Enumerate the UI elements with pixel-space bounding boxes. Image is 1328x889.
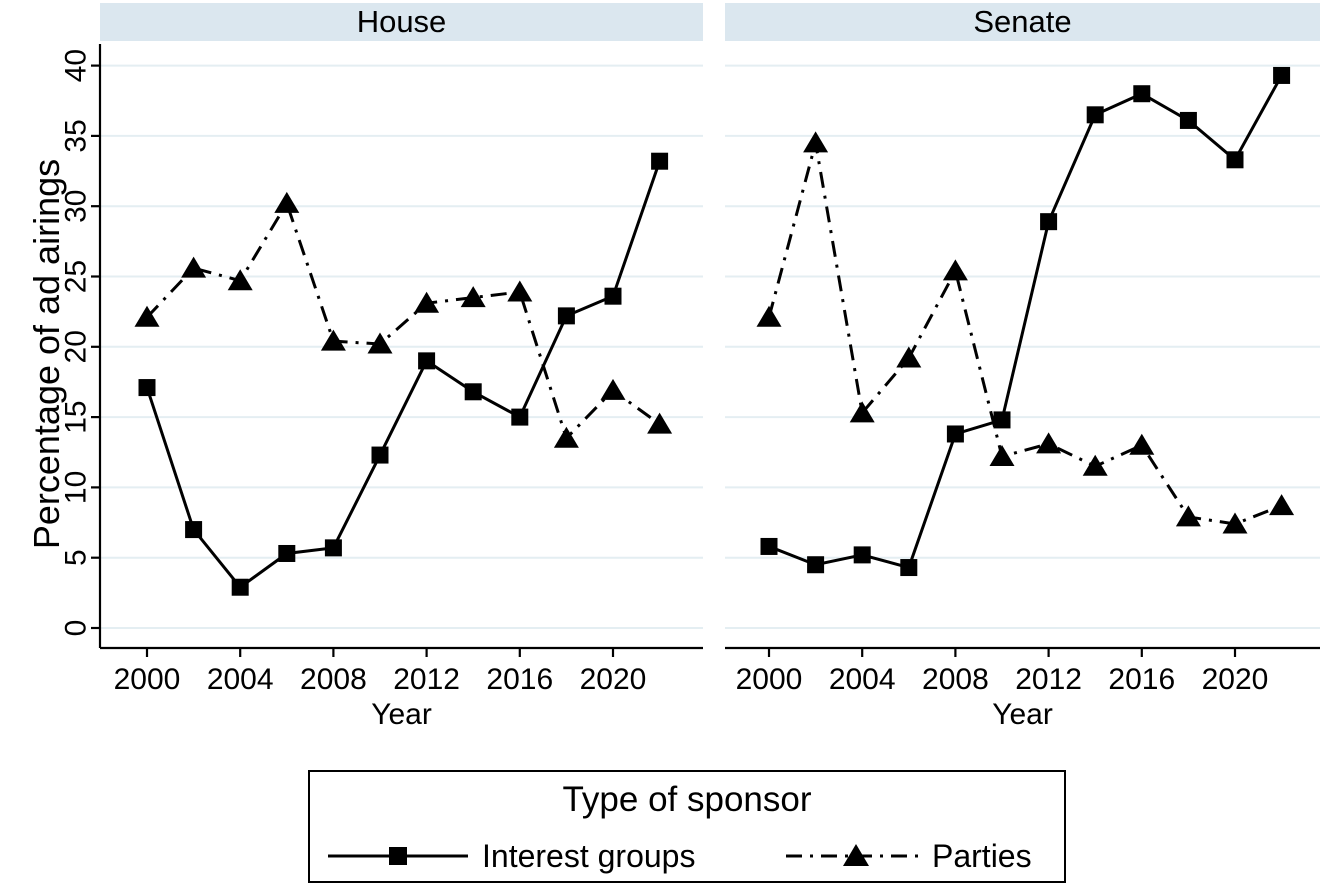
panel-title-senate: Senate (725, 3, 1320, 41)
x-tick-label-house-2000: 2000 (114, 663, 181, 696)
x-tick-label-senate-2020: 2020 (1202, 663, 1269, 696)
y-tick-label-20: 20 (60, 330, 93, 363)
series-house-interest-groups-marker-square (185, 521, 203, 539)
y-axis-title: Percentage of ad airings (26, 158, 67, 550)
panel-title-senate-label: Senate (973, 4, 1072, 39)
series-house-parties-marker-triangle (181, 256, 207, 278)
series-senate-parties-marker-triangle (942, 259, 968, 281)
series-house-parties-marker-triangle (600, 378, 626, 400)
series-house-parties-marker-triangle (274, 191, 300, 213)
series-house-interest-groups-marker-square (138, 379, 156, 397)
series-house-parties-marker-triangle (367, 332, 393, 354)
series-senate-interest-groups-marker-square (1179, 111, 1197, 129)
y-tick-label-35: 35 (60, 119, 93, 152)
series-house-parties-marker-triangle (553, 426, 579, 448)
series-senate-interest-groups-marker-square (900, 559, 918, 577)
panel-title-house-label: House (356, 4, 447, 39)
y-tick-label-10: 10 (60, 471, 93, 504)
series-senate-interest-groups-marker-square (807, 556, 825, 574)
series-house-parties-marker-triangle (134, 305, 160, 327)
series-house-interest-groups-marker-square (464, 383, 482, 401)
y-tick-label-5: 5 (60, 549, 93, 566)
legend-marker-square (389, 847, 407, 865)
series-senate-parties-marker-triangle (989, 444, 1015, 466)
x-tick-label-senate-2016: 2016 (1108, 663, 1175, 696)
series-house-parties-marker-triangle (414, 291, 440, 313)
series-senate-parties-marker-triangle (1129, 433, 1155, 455)
legend: Type of sponsor Interest groups Parties (308, 770, 1066, 883)
series-senate-parties-marker-triangle (1269, 494, 1295, 516)
x-tick-label-house-2020: 2020 (580, 663, 647, 696)
series-house-parties-marker-triangle (507, 280, 533, 302)
series-senate-parties-marker-triangle (896, 346, 922, 368)
x-axis-title-senate: Year (992, 698, 1053, 731)
x-tick-label-house-2016: 2016 (486, 663, 553, 696)
y-tick-label-30: 30 (60, 190, 93, 223)
y-tick-label-40: 40 (60, 49, 93, 82)
legend-title: Type of sponsor (562, 780, 812, 819)
series-house-interest-groups-marker-square (557, 307, 575, 325)
series-senate-parties-marker-triangle (849, 401, 875, 423)
series-house-parties-marker-triangle (227, 269, 253, 291)
series-senate-interest-groups-marker-square (1086, 106, 1104, 124)
series-house-interest-groups-marker-square (511, 408, 529, 426)
x-axis-title-house: Year (371, 698, 432, 731)
panel-title-house: House (100, 3, 703, 41)
series-line-house-parties (145, 199, 661, 442)
series-house-interest-groups-marker-square (371, 446, 389, 464)
series-senate-interest-groups-marker-square (993, 411, 1011, 429)
series-house-interest-groups-marker-square (278, 544, 296, 562)
legend-sample-parties (786, 844, 926, 866)
legend-label-parties: Parties (932, 838, 1032, 874)
y-tick-label-0: 0 (60, 620, 93, 637)
series-senate-parties-marker-triangle (803, 131, 829, 153)
series-house-interest-groups-marker-square (604, 287, 622, 305)
series-senate-interest-groups-marker-square (1133, 85, 1151, 103)
series-house-interest-groups-marker-square (651, 152, 669, 170)
series-senate-parties-marker-triangle (1036, 432, 1062, 454)
chart-plot-area: 0 5 10 15 20 25 30 35 40 2000 2004 2008 2012 2016 2020… (60, 44, 1320, 696)
x-tick-label-house-2008: 2008 (300, 663, 367, 696)
series-house-parties-marker-triangle (460, 286, 486, 308)
series-house-parties-marker-triangle (647, 412, 673, 434)
series-senate-parties-marker-triangle (1175, 505, 1201, 527)
x-tick-label-house-2004: 2004 (207, 663, 274, 696)
x-tick-label-senate-2012: 2012 (1015, 663, 1082, 696)
series-line-senate-parties (767, 142, 1283, 526)
y-tick-label-25: 25 (60, 260, 93, 293)
x-tick-label-senate-2004: 2004 (829, 663, 896, 696)
series-house-interest-groups-marker-square (418, 352, 436, 370)
x-tick-label-house-2012: 2012 (393, 663, 460, 696)
legend-sample-interest-groups (328, 847, 468, 865)
series-house-parties-marker-triangle (320, 329, 346, 351)
series-senate-interest-groups-marker-square (1040, 213, 1058, 231)
series-house-interest-groups-marker-square (231, 578, 249, 596)
series-senate-interest-groups-marker-square (853, 546, 871, 564)
series-senate-interest-groups-marker-square (946, 425, 964, 443)
legend-label-interest-groups: Interest groups (482, 838, 696, 874)
y-tick-label-15: 15 (60, 400, 93, 433)
series-senate-interest-groups-marker-square (760, 537, 778, 555)
series-senate-interest-groups-marker-square (1273, 66, 1291, 84)
x-tick-label-senate-2000: 2000 (736, 663, 803, 696)
series-line-house-interest-groups (145, 160, 662, 590)
series-senate-interest-groups-marker-square (1226, 151, 1244, 169)
x-tick-label-senate-2008: 2008 (922, 663, 989, 696)
legend-marker-triangle (843, 844, 869, 866)
series-senate-parties-marker-triangle (1222, 512, 1248, 534)
series-house-interest-groups-marker-square (324, 539, 342, 557)
series-senate-parties-marker-triangle (756, 305, 782, 327)
series-senate-parties-marker-triangle (1082, 454, 1108, 476)
